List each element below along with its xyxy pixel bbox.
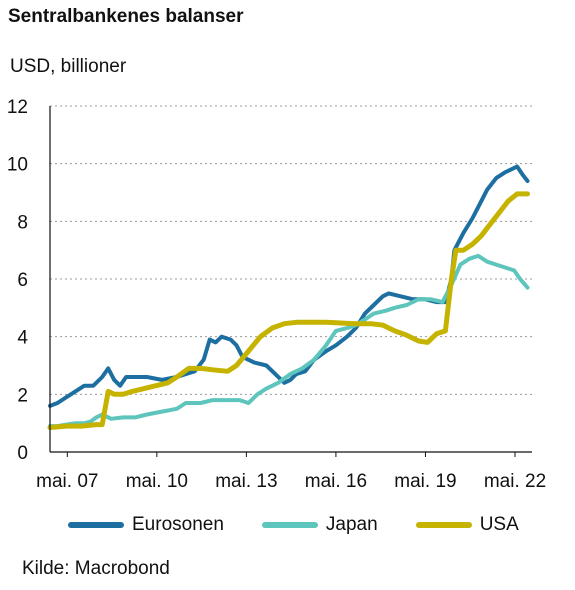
- legend-label-japan: Japan: [325, 514, 378, 535]
- x-tick-label: mai. 16: [305, 471, 367, 492]
- legend-swatch-usa: [415, 522, 472, 528]
- line-chart: 0 2 4 6 8 10 12 mai. 07 mai. 10 mai. 13 mai. 16 mai…: [7, 97, 546, 492]
- y-tick-label: 4: [17, 328, 28, 349]
- source-note: Kilde: Macrobond: [22, 558, 170, 579]
- legend-item-japan: Japan: [261, 514, 378, 536]
- legend-label-eurosonen: Eurosonen: [132, 514, 224, 535]
- legend: Eurosonen Japan USA: [68, 514, 557, 536]
- legend-item-usa: USA: [415, 514, 519, 536]
- y-tick-label: 10: [7, 155, 28, 176]
- series-line-eurosonen: [48, 164, 530, 408]
- y-tick-label: 2: [17, 385, 28, 406]
- legend-swatch-japan: [261, 522, 318, 528]
- legend-item-eurosonen: Eurosonen: [68, 514, 224, 536]
- y-tick-label: 12: [7, 97, 28, 118]
- axis-layer: 0 2 4 6 8 10 12 mai. 07 mai. 10 mai. 13 mai. 16 mai…: [7, 97, 546, 492]
- x-tick-label: mai. 19: [394, 471, 456, 492]
- y-tick-label: 6: [17, 270, 28, 291]
- legend-swatch-eurosonen: [68, 522, 124, 528]
- y-tick-label: 0: [17, 443, 28, 464]
- series-layer: [47, 164, 530, 430]
- y-tick-label: 8: [17, 212, 28, 233]
- legend-label-usa: USA: [479, 514, 519, 535]
- x-tick-label: mai. 07: [36, 471, 98, 492]
- x-tick-label: mai. 13: [215, 471, 277, 492]
- chart-title: Sentralbankenes balanser: [8, 6, 244, 27]
- series-line-usa: [47, 191, 530, 430]
- series-line-japan: [48, 253, 530, 429]
- x-tick-label: mai. 10: [126, 471, 188, 492]
- y-axis-label: USD, billioner: [10, 56, 127, 77]
- x-tick-label: mai. 22: [484, 471, 546, 492]
